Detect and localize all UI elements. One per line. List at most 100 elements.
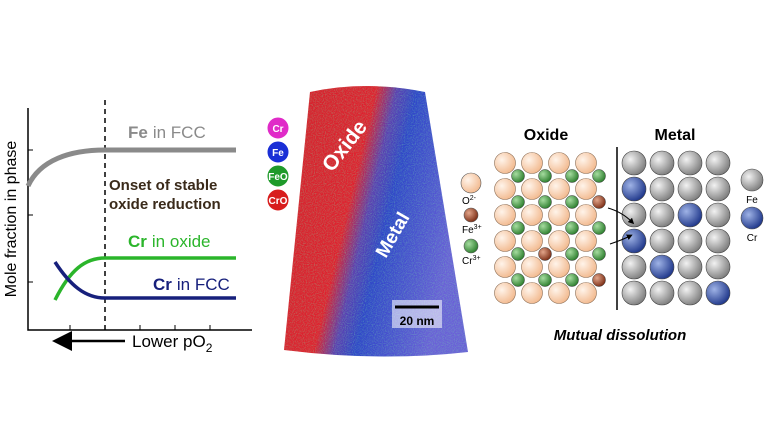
oxygen-ion <box>575 256 597 278</box>
x-label-sub: 2 <box>206 341 213 355</box>
cation <box>592 169 606 183</box>
metal-atom <box>649 280 675 306</box>
cation <box>511 169 525 183</box>
x-label-text: Lower pO <box>132 332 206 351</box>
metal-atom <box>677 150 703 176</box>
ion-key <box>463 238 479 254</box>
cation <box>592 273 606 287</box>
cation <box>538 221 552 235</box>
cation <box>565 273 579 287</box>
legend: Cr Fe FeO CrO <box>266 116 290 212</box>
metal-atom <box>649 150 675 176</box>
annotation: Onset of stable <box>109 177 217 194</box>
metal-atom <box>705 150 731 176</box>
ion-charge: 2- <box>470 195 477 202</box>
oxygen-ion <box>521 230 543 252</box>
metal-atom <box>705 202 731 228</box>
cr-fcc-curve <box>53 261 236 300</box>
cation <box>511 247 525 261</box>
metal-atom <box>705 228 731 254</box>
cation <box>511 195 525 209</box>
annotation: oxide reduction <box>109 196 221 213</box>
ion-label: Cr3+ <box>462 255 481 267</box>
oxygen-ion <box>548 204 570 226</box>
oxygen-ion <box>521 204 543 226</box>
curve-label: Cr in FCC <box>153 275 230 294</box>
phase: in FCC <box>153 123 206 142</box>
cation <box>511 221 525 235</box>
oxygen-ion <box>548 282 570 304</box>
phase: in oxide <box>152 232 211 251</box>
schematic-plot: Mole fraction in phase Fe in FCC Cr in oxi… <box>3 100 252 355</box>
metal-atom <box>677 176 703 202</box>
legend-swatch <box>266 164 290 188</box>
oxygen-ion <box>494 178 516 200</box>
oxygen-ion <box>494 152 516 174</box>
element: Fe <box>128 123 148 142</box>
metal-atom <box>649 254 675 280</box>
cation <box>565 195 579 209</box>
cation <box>538 195 552 209</box>
legend-swatch <box>266 116 290 140</box>
oxygen-ion <box>521 256 543 278</box>
cation <box>538 273 552 287</box>
legend-label: FeO <box>268 172 288 183</box>
oxygen-ion <box>548 256 570 278</box>
metal-atom <box>705 176 731 202</box>
legend-label: CrO <box>269 196 288 207</box>
curve-label: Fe in FCC <box>128 123 206 142</box>
cr-oxide-curve <box>53 256 236 301</box>
cation <box>565 247 579 261</box>
cation <box>592 195 606 209</box>
metal-atom <box>649 176 675 202</box>
atom-label: Fe <box>746 195 758 206</box>
oxygen-ion <box>521 152 543 174</box>
oxygen-ion <box>548 152 570 174</box>
oxygen-ion <box>575 178 597 200</box>
metal-atom <box>677 202 703 228</box>
oxygen-ion <box>494 230 516 252</box>
lattice: Oxide Metal Mutual dissolution O2-Fe3+Cr… <box>460 127 764 344</box>
ion-charge: 3+ <box>473 255 481 262</box>
ion-label: Fe3+ <box>462 224 482 236</box>
x-axis-label: Lower pO2 <box>132 332 213 355</box>
atom-key <box>740 206 764 230</box>
metal-atom <box>649 202 675 228</box>
metal-atom <box>705 254 731 280</box>
y-axis-label: Mole fraction in phase <box>3 141 20 298</box>
cation <box>511 273 525 287</box>
metal-atom <box>621 254 647 280</box>
legend-label: Cr <box>272 124 283 135</box>
ion-symbol: Cr <box>462 256 473 267</box>
cation <box>565 169 579 183</box>
metal-atom <box>677 228 703 254</box>
ion-symbol: O <box>462 196 470 207</box>
atom-key <box>740 168 764 192</box>
cation <box>592 221 606 235</box>
caption: Mutual dissolution <box>554 327 687 344</box>
oxygen-ion <box>494 256 516 278</box>
oxygen-ion <box>548 178 570 200</box>
phase: in FCC <box>177 275 230 294</box>
metal-atom <box>677 254 703 280</box>
oxygen-ion <box>575 152 597 174</box>
curve-label: Cr in oxide <box>128 232 211 251</box>
fe-fcc-curve <box>25 147 236 188</box>
metal-atom <box>621 228 647 254</box>
scale-label: 20 nm <box>400 314 435 328</box>
oxygen-ion <box>548 230 570 252</box>
ion-charge: 3+ <box>474 224 482 231</box>
metal-atom <box>677 280 703 306</box>
element: Cr <box>153 275 172 294</box>
oxygen-ion <box>575 204 597 226</box>
cation <box>538 169 552 183</box>
ion-label: O2- <box>462 195 477 207</box>
diffusion-arrow <box>609 234 633 245</box>
metal-atom <box>621 176 647 202</box>
ion-key <box>463 207 479 223</box>
oxygen-ion <box>575 230 597 252</box>
metal-atom <box>621 150 647 176</box>
oxygen-ion <box>521 282 543 304</box>
